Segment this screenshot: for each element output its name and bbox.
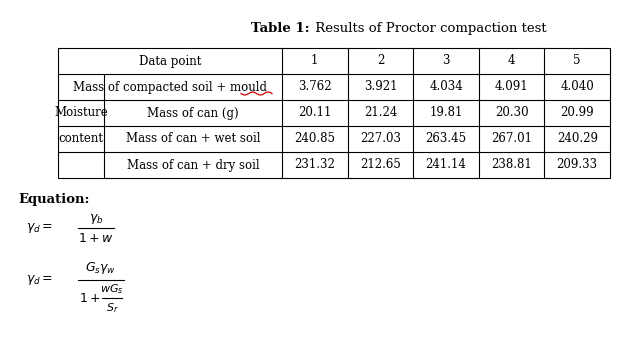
Text: Mass of can (g): Mass of can (g): [147, 107, 239, 119]
Text: 240.85: 240.85: [295, 132, 335, 145]
Text: Mass of can + dry soil: Mass of can + dry soil: [127, 158, 260, 171]
Text: $\gamma_d =$: $\gamma_d =$: [26, 221, 53, 235]
Bar: [58, 48, 610, 178]
Text: 3.921: 3.921: [364, 81, 397, 94]
Text: 4: 4: [508, 55, 515, 68]
Text: Data point: Data point: [139, 55, 201, 68]
Text: $1+$: $1+$: [79, 291, 100, 304]
Text: 1: 1: [311, 55, 318, 68]
Text: 227.03: 227.03: [360, 132, 401, 145]
Text: 4.091: 4.091: [495, 81, 529, 94]
Text: 263.45: 263.45: [426, 132, 467, 145]
Text: Moisture: Moisture: [54, 107, 108, 119]
Text: Mass of compacted soil + mould: Mass of compacted soil + mould: [73, 81, 267, 94]
Text: $1+w$: $1+w$: [78, 232, 114, 245]
Text: Results of Proctor compaction test: Results of Proctor compaction test: [311, 22, 547, 35]
Text: 267.01: 267.01: [491, 132, 532, 145]
Text: 20.30: 20.30: [495, 107, 529, 119]
Text: $S_r$: $S_r$: [105, 301, 119, 315]
Text: content: content: [59, 132, 104, 145]
Text: 20.11: 20.11: [298, 107, 331, 119]
Text: 3.762: 3.762: [298, 81, 331, 94]
Text: Equation:: Equation:: [18, 193, 89, 206]
Text: $\gamma_b$: $\gamma_b$: [89, 212, 103, 226]
Text: 241.14: 241.14: [426, 158, 466, 171]
Text: $\gamma_d =$: $\gamma_d =$: [26, 273, 53, 287]
Text: 21.24: 21.24: [364, 107, 397, 119]
Text: 20.99: 20.99: [560, 107, 594, 119]
Text: 209.33: 209.33: [557, 158, 598, 171]
Text: 4.034: 4.034: [429, 81, 463, 94]
Text: $wG_s$: $wG_s$: [100, 282, 124, 296]
Text: 212.65: 212.65: [360, 158, 401, 171]
Text: 19.81: 19.81: [429, 107, 462, 119]
Text: 3: 3: [442, 55, 450, 68]
Text: 231.32: 231.32: [295, 158, 335, 171]
Text: 238.81: 238.81: [491, 158, 532, 171]
Text: Table 1:: Table 1:: [251, 22, 310, 35]
Text: 4.040: 4.040: [560, 81, 594, 94]
Text: 5: 5: [573, 55, 581, 68]
Text: $G_s\gamma_w$: $G_s\gamma_w$: [85, 260, 117, 276]
Text: Mass of can + wet soil: Mass of can + wet soil: [126, 132, 260, 145]
Text: 240.29: 240.29: [557, 132, 598, 145]
Text: 2: 2: [377, 55, 384, 68]
